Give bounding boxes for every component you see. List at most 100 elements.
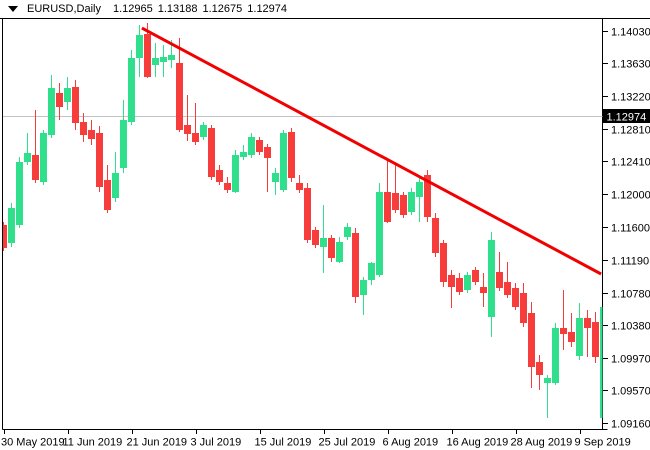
candle-body <box>40 132 47 183</box>
candle-body <box>440 243 447 282</box>
title-high: 1.13188 <box>157 3 198 15</box>
candle-1-aug-2019 <box>360 276 367 315</box>
candle-14-aug-2019 <box>432 212 439 257</box>
candle-body <box>392 192 399 211</box>
candle-27-jun-2019 <box>160 45 167 78</box>
price-tick-label: 1.12000 <box>611 190 650 202</box>
candle-body <box>464 274 471 290</box>
candle-body <box>192 132 199 142</box>
candle-body <box>168 54 175 60</box>
bid-price-box: 1.12974 <box>603 109 650 124</box>
candle-body <box>3 224 7 249</box>
candle-4-jun-2019 <box>24 132 31 166</box>
candle-26-jun-2019 <box>152 42 159 78</box>
candle-10-sep-2019 <box>584 309 591 357</box>
candle-body <box>224 182 231 190</box>
price-tick-label: 1.12410 <box>611 157 650 169</box>
trendline[interactable] <box>141 26 602 276</box>
candle-29-aug-2019 <box>520 282 527 327</box>
candle-body <box>216 170 223 183</box>
bid-price-box-bg <box>603 109 650 123</box>
candle-21-jun-2019 <box>128 49 135 126</box>
candle-body <box>240 151 247 157</box>
date-tick-label: 3 Jul 2019 <box>191 437 242 449</box>
candle-9-jul-2019 <box>224 177 231 193</box>
candle-body <box>312 229 319 245</box>
candle-body <box>328 237 335 258</box>
candle-body <box>368 262 375 280</box>
candle-body <box>536 361 543 375</box>
candle-7-aug-2019 <box>392 163 399 213</box>
candle-6-sep-2019 <box>568 312 575 348</box>
candle-8-aug-2019 <box>400 191 407 218</box>
candle-11-jun-2019 <box>64 77 71 110</box>
candle-5-aug-2019 <box>376 182 383 277</box>
candle-30-jul-2019 <box>344 222 351 240</box>
candle-body <box>96 132 103 187</box>
chart-title-bar: EURUSD,Daily 1.12965 1.13188 1.12675 1.1… <box>0 0 650 18</box>
candle-body <box>400 194 407 216</box>
price-tick-label: 1.14030 <box>611 27 650 39</box>
price-tick-label: 1.09160 <box>611 419 650 431</box>
candle-body <box>64 87 71 102</box>
candle-24-jul-2019 <box>312 227 319 249</box>
candle-27-aug-2019 <box>504 262 511 298</box>
title-close: 1.12974 <box>247 3 288 15</box>
candle-body <box>208 127 215 178</box>
candle-17-jun-2019 <box>96 125 103 192</box>
candle-13-jun-2019 <box>80 113 87 142</box>
candle-body <box>128 57 135 123</box>
candle-body <box>504 281 511 296</box>
candle-1-jul-2019 <box>176 38 183 133</box>
candle-body <box>600 307 603 418</box>
candle-body <box>448 274 455 287</box>
title-symbol-period: EURUSD,Daily <box>27 3 101 15</box>
candle-body <box>560 327 567 334</box>
candle-body <box>280 132 287 190</box>
candle-body <box>360 279 367 296</box>
candle-body <box>432 217 439 253</box>
title-open: 1.12965 <box>112 3 153 15</box>
candle-9-aug-2019 <box>408 187 415 216</box>
candle-3-sep-2019 <box>544 374 551 418</box>
candle-31-jul-2019 <box>352 227 359 303</box>
candle-25-jul-2019 <box>320 205 327 273</box>
candle-body <box>8 208 15 244</box>
candle-body <box>24 153 31 162</box>
candle-body <box>352 232 359 297</box>
candle-3-jul-2019 <box>192 103 199 145</box>
price-tick-label: 1.13630 <box>611 59 650 71</box>
candle-16-jul-2019 <box>264 144 271 192</box>
candle-6-jun-2019 <box>40 130 47 185</box>
candle-body <box>176 63 183 131</box>
candle-body <box>528 312 535 367</box>
symbol-dropdown-icon[interactable] <box>8 6 18 12</box>
candle-11-sep-2019 <box>592 312 599 363</box>
candle-10-jun-2019 <box>56 82 63 121</box>
candle-16-aug-2019 <box>448 269 455 308</box>
price-tick-label: 1.12810 <box>611 125 650 137</box>
candle-body <box>160 56 167 62</box>
candle-12-sep-2019 <box>600 307 603 418</box>
candle-13-aug-2019 <box>424 170 431 223</box>
candle-18-jun-2019 <box>104 165 111 213</box>
candle-body <box>32 154 39 180</box>
candle-5-jul-2019 <box>208 125 215 180</box>
candle-body <box>320 237 327 247</box>
candle-body <box>520 293 527 323</box>
candle-body <box>88 130 95 140</box>
candle-12-jul-2019 <box>248 132 255 159</box>
candle-body <box>552 327 559 383</box>
candle-15-jul-2019 <box>256 137 263 155</box>
candle-22-jul-2019 <box>296 175 303 193</box>
price-axis[interactable]: 1.14030 1.13630 1.13220 1.12810 1.12410 1.120… <box>602 27 650 431</box>
candle-30-may-2019 <box>3 222 7 251</box>
price-tick-label: 1.09970 <box>611 354 650 366</box>
candle-4-sep-2019 <box>552 322 559 385</box>
candle-body <box>232 154 239 192</box>
price-tick-label: 1.11190 <box>611 256 649 268</box>
candle-5-sep-2019 <box>560 289 567 350</box>
candle-21-aug-2019 <box>472 267 479 285</box>
